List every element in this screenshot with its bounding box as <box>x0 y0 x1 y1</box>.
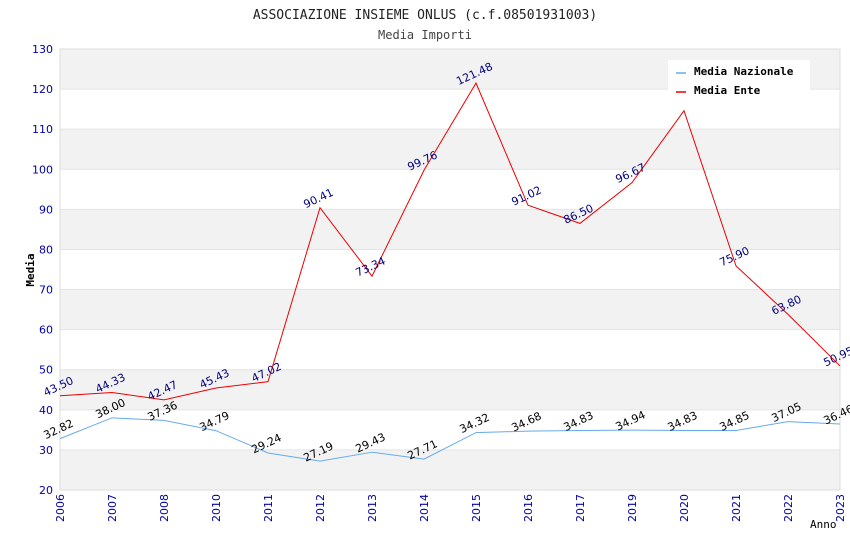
x-tick-label: 2017 <box>574 494 587 522</box>
legend-box <box>668 60 810 102</box>
y-axis-label: Media <box>24 253 37 286</box>
x-tick-label: 2016 <box>522 494 535 522</box>
x-tick-label: 2021 <box>730 494 743 522</box>
grid-band <box>60 209 840 250</box>
x-axis-ticks: 2006 2007 2008 2010 2011 2012 2013 2014 2015 2016… <box>54 494 847 522</box>
x-tick-label: 2006 <box>54 494 67 522</box>
x-tick-label: 2023 <box>834 494 847 522</box>
y-tick-label: 110 <box>32 123 53 136</box>
y-tick-label: 50 <box>39 364 53 377</box>
series-line <box>59 417 841 462</box>
y-tick-label: 20 <box>39 484 53 497</box>
x-axis-label: Anno <box>810 518 837 531</box>
x-tick-label: 2012 <box>314 494 327 522</box>
x-tick-label: 2011 <box>262 494 275 522</box>
legend-label-media-nazionale: Media Nazionale <box>694 65 794 78</box>
x-tick-label: 2014 <box>418 494 431 522</box>
x-tick-label: 2022 <box>782 494 795 522</box>
grid-band <box>60 369 840 410</box>
grid-band <box>60 289 840 330</box>
y-tick-label: 60 <box>39 324 53 337</box>
y-tick-label: 30 <box>39 444 53 457</box>
y-axis-ticks: 20 30 40 50 60 70 80 90 100 110 120 130 <box>32 43 53 497</box>
y-tick-label: 90 <box>39 203 53 216</box>
series-layer <box>59 82 841 462</box>
x-tick-label: 2008 <box>158 494 171 522</box>
data-label: 50.95 <box>821 344 850 369</box>
grid-band <box>60 129 840 170</box>
x-tick-label: 2013 <box>366 494 379 522</box>
x-tick-label: 2015 <box>470 494 483 522</box>
y-tick-label: 80 <box>39 243 53 256</box>
chart-subtitle: Media Importi <box>378 28 472 42</box>
x-tick-label: 2010 <box>210 494 223 522</box>
x-tick-label: 2019 <box>626 494 639 522</box>
chart-title: ASSOCIAZIONE INSIEME ONLUS (c.f.08501931… <box>253 8 597 23</box>
series-line <box>59 82 841 401</box>
data-label: 32.82 <box>41 417 75 442</box>
grid-band <box>60 449 840 490</box>
y-tick-label: 100 <box>32 163 53 176</box>
y-tick-label: 130 <box>32 43 53 56</box>
y-tick-label: 70 <box>39 284 53 297</box>
x-tick-label: 2007 <box>106 494 119 522</box>
legend-label-media-ente: Media Ente <box>694 84 761 97</box>
y-tick-label: 40 <box>39 404 53 417</box>
plot-area-border <box>59 48 841 491</box>
data-label: 91.02 <box>509 184 543 209</box>
y-tick-label: 120 <box>32 83 53 96</box>
x-tick-label: 2020 <box>678 494 691 522</box>
data-label: 90.41 <box>301 186 335 211</box>
legend: Media Nazionale Media Ente <box>668 60 810 102</box>
